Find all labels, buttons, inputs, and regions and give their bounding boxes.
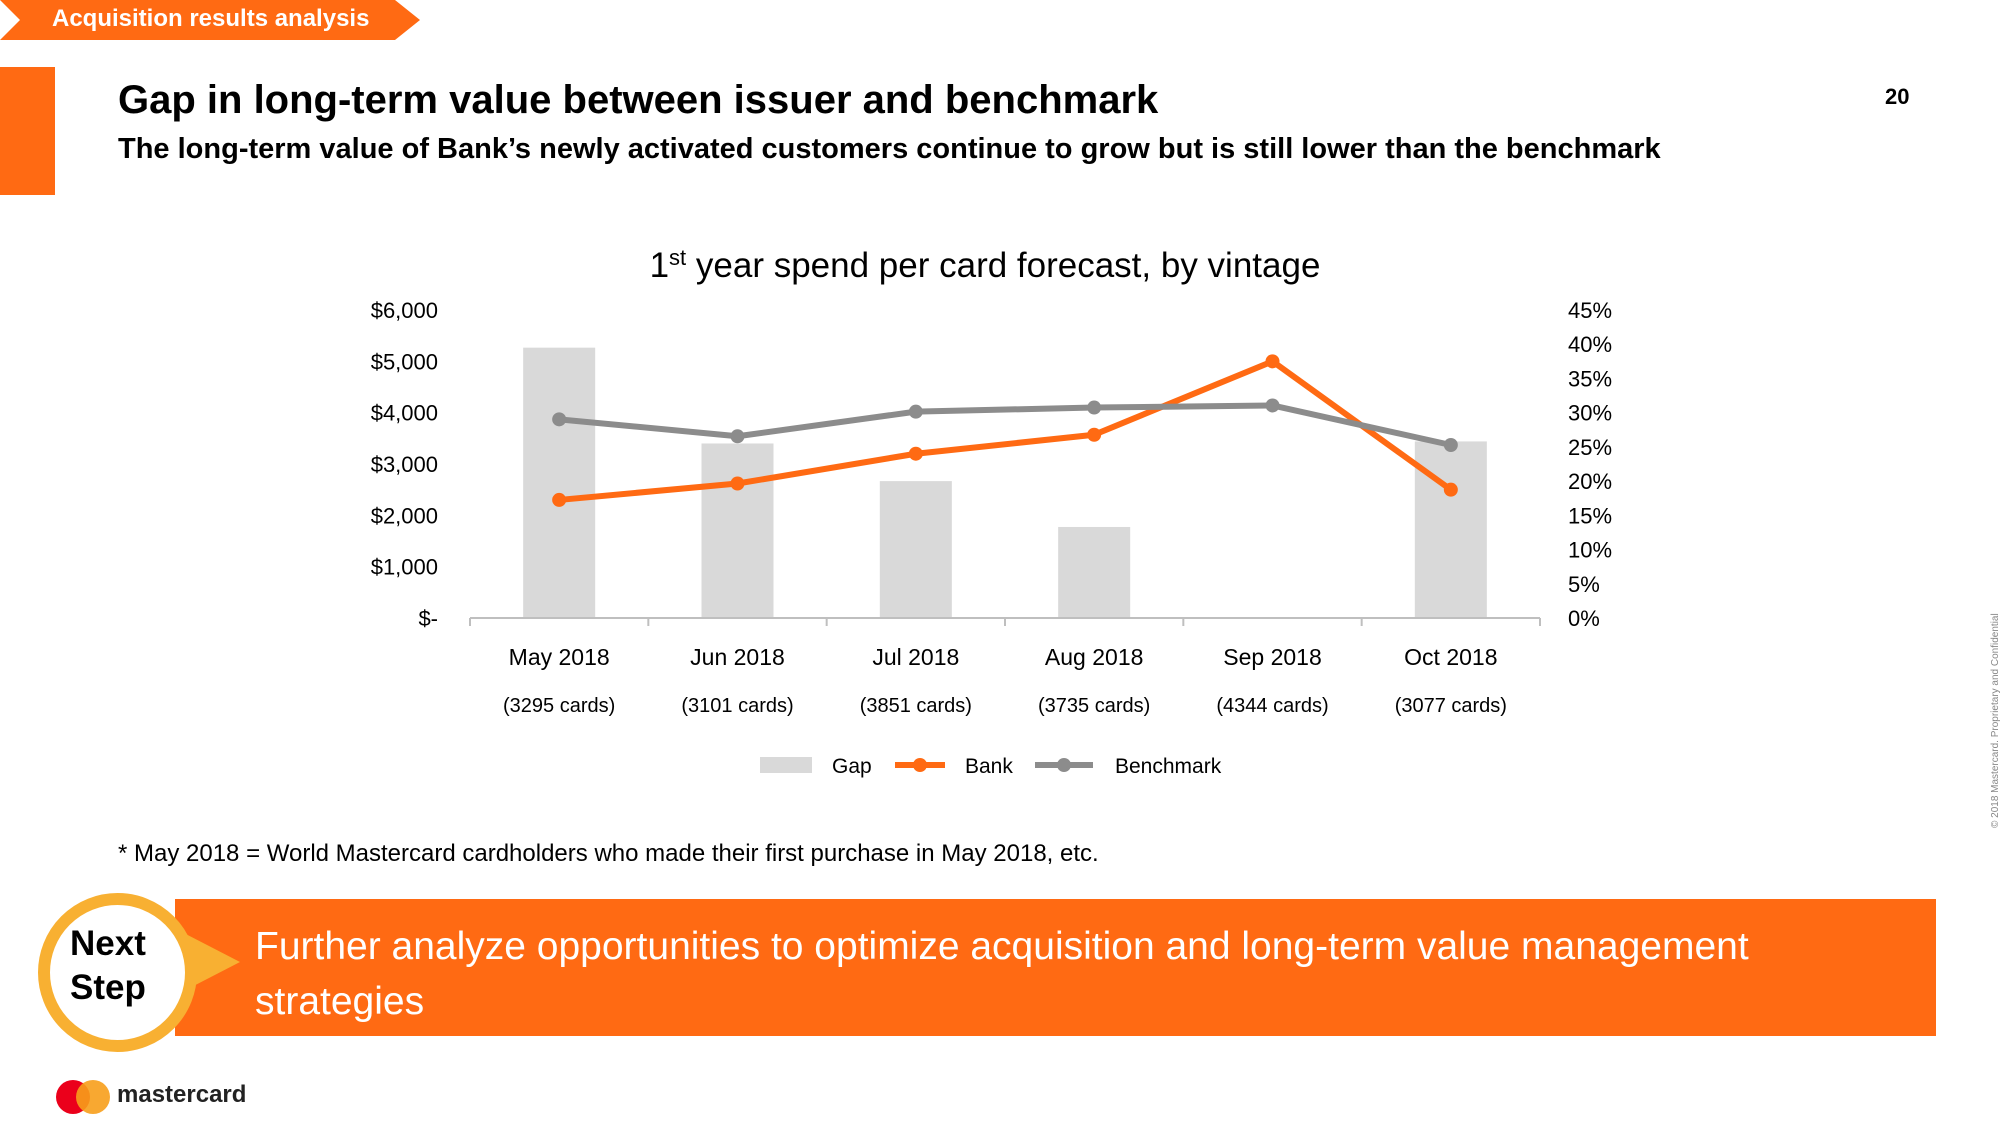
y2-tick-label: 15% [1568, 503, 1612, 528]
x-tick-sublabel: (3295 cards) [503, 695, 615, 717]
chart-title: 1st year spend per card forecast, by vin… [650, 245, 1321, 285]
bank-point [730, 476, 745, 491]
next-step-text: Further analyze opportunities to optimiz… [255, 925, 1749, 1023]
footnote: * May 2018 = World Mastercard cardholder… [118, 840, 1099, 867]
y2-tick-label: 45% [1568, 298, 1612, 323]
mastercard-logo-icon [56, 1080, 110, 1114]
y-tick-label: $6,000 [371, 298, 438, 323]
next-step-label-line2: Step [70, 968, 146, 1007]
benchmark-point [1265, 398, 1280, 413]
next-step-label-line1: Next [70, 924, 146, 963]
x-tick-sublabel: (3101 cards) [681, 695, 793, 717]
legend-bank-label: Bank [965, 755, 1013, 778]
confidential-notice: © 2018 Mastercard. Proprietary and Confi… [1990, 613, 2000, 828]
y2-tick-label: 35% [1568, 366, 1612, 391]
gap-bar [1058, 526, 1131, 618]
y-tick-label: $2,000 [371, 503, 438, 528]
benchmark-point [1087, 400, 1102, 415]
logo-yellow-circle [76, 1080, 110, 1114]
bank-point [1087, 427, 1102, 442]
x-tick-label: Aug 2018 [1045, 644, 1143, 670]
accent-bar [0, 67, 55, 195]
benchmark-series-line [558, 402, 1452, 448]
y-tick-label: $3,000 [371, 452, 438, 477]
y2-tick-label: 10% [1568, 538, 1612, 563]
y2-tick-label: 30% [1568, 401, 1612, 426]
bank-point [908, 446, 923, 461]
x-tick-sublabel: (3077 cards) [1395, 695, 1507, 717]
y2-tick-label: 40% [1568, 332, 1612, 357]
section-tag: Acquisition results analysis [0, 0, 420, 40]
y2-tick-label: 20% [1568, 469, 1612, 494]
bank-series-line [558, 358, 1453, 503]
x-tick-label: Sep 2018 [1223, 644, 1321, 670]
gap-bar [879, 481, 952, 618]
x-tick-label: Jul 2018 [872, 644, 959, 670]
y2-tick-label: 0% [1568, 606, 1600, 631]
x-tick-sublabel: (4344 cards) [1216, 695, 1328, 717]
legend-benchmark-label: Benchmark [1115, 755, 1222, 778]
bank-point [1265, 354, 1280, 369]
y2-tick-label: 5% [1568, 572, 1600, 597]
bank-point [1443, 482, 1458, 497]
legend-gap-swatch [760, 757, 812, 773]
bank-point [552, 492, 567, 507]
y-tick-label: $5,000 [371, 349, 438, 374]
x-tick-label: Jun 2018 [690, 644, 785, 670]
gap-bar [701, 443, 774, 618]
page-number: 20 [1885, 84, 1910, 109]
x-tick-label: Oct 2018 [1404, 644, 1497, 670]
y-tick-label: $1,000 [371, 555, 438, 580]
benchmark-point [1443, 438, 1458, 453]
gap-bar [523, 347, 596, 618]
next-step-label: Next Step [70, 922, 146, 1010]
page-subtitle: The long-term value of Bank’s newly acti… [118, 133, 1661, 165]
benchmark-point [730, 429, 745, 444]
x-tick-sublabel: (3735 cards) [1038, 695, 1150, 717]
brand-name: mastercard [117, 1081, 247, 1108]
y2-tick-label: 25% [1568, 435, 1612, 460]
legend-bank-marker [913, 758, 927, 772]
benchmark-point [552, 412, 567, 427]
legend-gap-label: Gap [832, 755, 872, 778]
x-tick-label: May 2018 [509, 644, 610, 670]
y-tick-label: $- [418, 606, 438, 631]
page-title: Gap in long-term value between issuer an… [118, 78, 1159, 122]
y-tick-label: $4,000 [371, 401, 438, 426]
next-step-banner: Further analyze opportunities to optimiz… [175, 899, 1936, 1036]
x-tick-sublabel: (3851 cards) [860, 695, 972, 717]
benchmark-point [908, 404, 923, 419]
section-tag-label: Acquisition results analysis [52, 5, 370, 32]
legend-benchmark-marker [1057, 758, 1071, 772]
spend-chart: 1st year spend per card forecast, by vin… [371, 245, 1612, 778]
